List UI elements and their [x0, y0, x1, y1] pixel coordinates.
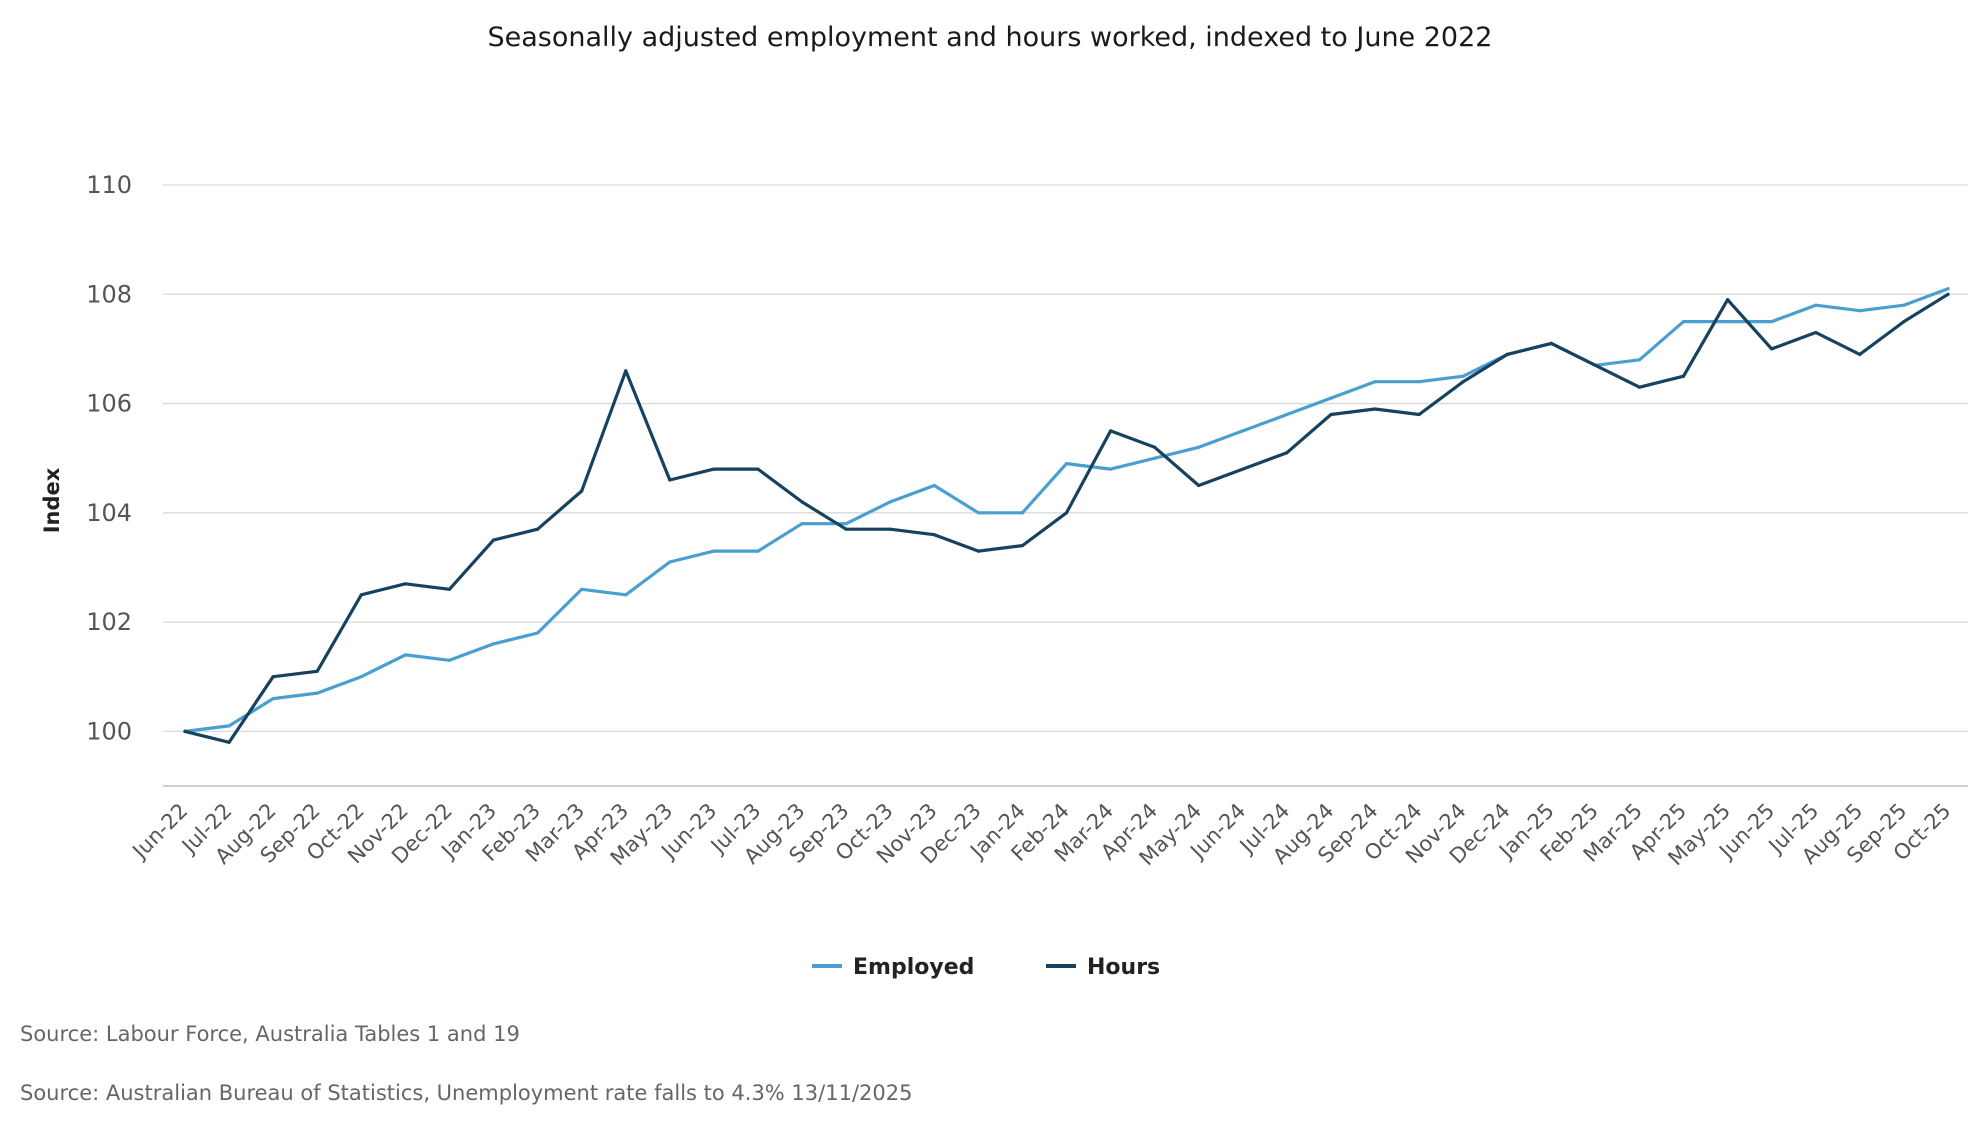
- point-employed-sep-24: [1373, 380, 1377, 384]
- legend: Employed Hours: [812, 955, 1160, 980]
- y-tick-label-106: 106: [86, 390, 132, 418]
- x-tick-label-jun-22: Jun-22: [127, 799, 193, 865]
- point-employed-may-24: [1197, 445, 1201, 449]
- point-employed-jul-25: [1814, 303, 1818, 307]
- point-employed-jun-25: [1770, 320, 1774, 324]
- point-hours-sep-23: [844, 527, 848, 531]
- point-hours-jul-23: [756, 467, 760, 471]
- point-employed-apr-25: [1681, 320, 1686, 324]
- point-hours-apr-25: [1681, 374, 1686, 378]
- point-hours-jun-23: [712, 467, 716, 471]
- point-hours-feb-24: [1064, 511, 1069, 515]
- point-hours-jul-25: [1814, 330, 1818, 335]
- source-note-2: Source: Australian Bureau of Statistics,…: [20, 1081, 913, 1105]
- y-tick-label-110: 110: [86, 171, 132, 199]
- point-hours-jan-24: [1020, 544, 1024, 548]
- point-hours-jul-22: [227, 740, 231, 744]
- point-hours-feb-25: [1593, 363, 1597, 367]
- point-hours-aug-23: [800, 500, 804, 504]
- point-employed-nov-22: [403, 653, 407, 657]
- point-employed-aug-23: [800, 522, 804, 526]
- point-hours-aug-25: [1858, 352, 1862, 356]
- point-employed-oct-25: [1946, 287, 1950, 291]
- point-employed-sep-25: [1902, 303, 1906, 307]
- point-employed-jan-24: [1020, 511, 1024, 515]
- point-hours-dec-23: [976, 549, 981, 553]
- y-tick-label-104: 104: [86, 499, 132, 527]
- point-hours-jun-22: [183, 729, 187, 734]
- chart-title: Seasonally adjusted employment and hours…: [487, 22, 1493, 53]
- point-employed-jul-22: [227, 724, 231, 728]
- point-employed-mar-25: [1637, 358, 1642, 362]
- point-employed-oct-23: [888, 500, 892, 504]
- point-hours-oct-24: [1417, 412, 1421, 417]
- point-hours-oct-22: [359, 593, 363, 597]
- point-employed-apr-24: [1153, 456, 1157, 460]
- point-hours-sep-22: [315, 669, 319, 673]
- point-hours-nov-22: [403, 582, 407, 586]
- point-hours-mar-24: [1109, 429, 1113, 433]
- point-employed-aug-22: [271, 697, 275, 701]
- point-employed-sep-22: [315, 691, 319, 695]
- y-tick-label-108: 108: [86, 280, 132, 308]
- point-hours-nov-23: [932, 533, 936, 537]
- legend-label-employed: Employed: [853, 955, 974, 980]
- point-employed-may-25: [1726, 320, 1730, 324]
- point-employed-sep-23: [844, 522, 848, 526]
- y-axis-label: Index: [40, 467, 64, 533]
- point-hours-apr-23: [624, 369, 628, 373]
- point-hours-sep-24: [1373, 407, 1377, 411]
- point-employed-feb-23: [536, 631, 540, 635]
- point-hours-jun-25: [1770, 347, 1774, 351]
- source-note-1: Source: Labour Force, Australia Tables 1…: [20, 1022, 520, 1046]
- point-employed-aug-24: [1329, 396, 1333, 400]
- point-employed-mar-24: [1109, 467, 1113, 471]
- point-employed-jul-23: [756, 549, 760, 553]
- point-hours-mar-25: [1637, 385, 1642, 389]
- grid-layer: [163, 184, 1968, 733]
- point-hours-mar-23: [580, 489, 584, 493]
- series-layer: [183, 287, 1950, 744]
- point-employed-nov-23: [932, 483, 936, 488]
- point-hours-may-24: [1197, 483, 1201, 488]
- point-employed-dec-22: [447, 658, 451, 662]
- point-hours-aug-22: [271, 675, 275, 679]
- point-hours-oct-23: [888, 527, 892, 531]
- point-hours-jan-25: [1549, 341, 1553, 345]
- point-hours-apr-24: [1153, 445, 1157, 449]
- point-hours-jan-23: [491, 538, 496, 542]
- point-employed-may-23: [668, 560, 672, 564]
- point-hours-jun-24: [1241, 467, 1245, 471]
- point-hours-dec-22: [447, 587, 451, 591]
- series-line-hours: [183, 292, 1950, 744]
- x-axis-ticks: Jun-22Jul-22Aug-22Sep-22Oct-22Nov-22Dec-…: [127, 799, 1956, 871]
- point-hours-feb-23: [536, 527, 540, 531]
- point-hours-jul-24: [1285, 451, 1289, 455]
- point-employed-mar-23: [580, 587, 584, 591]
- y-tick-label-100: 100: [86, 717, 132, 745]
- point-employed-jul-24: [1285, 412, 1289, 417]
- point-hours-may-25: [1726, 298, 1730, 302]
- legend-label-hours: Hours: [1087, 955, 1160, 980]
- point-hours-may-23: [668, 478, 672, 482]
- point-hours-nov-24: [1461, 380, 1465, 384]
- point-employed-oct-22: [359, 675, 363, 679]
- point-employed-feb-24: [1064, 462, 1069, 466]
- point-hours-oct-25: [1946, 292, 1950, 296]
- point-employed-aug-25: [1858, 309, 1862, 313]
- point-employed-jun-23: [712, 549, 716, 553]
- point-hours-sep-25: [1902, 320, 1906, 324]
- point-hours-dec-24: [1505, 352, 1509, 356]
- point-employed-apr-23: [624, 593, 628, 597]
- point-employed-jan-23: [491, 642, 496, 646]
- point-employed-nov-24: [1461, 374, 1465, 378]
- point-hours-aug-24: [1329, 412, 1333, 417]
- y-tick-label-102: 102: [86, 608, 132, 636]
- point-employed-dec-23: [976, 511, 981, 515]
- point-employed-oct-24: [1417, 380, 1421, 384]
- point-employed-jun-24: [1241, 429, 1245, 433]
- y-axis-ticks: 100 102 104 106 108 110: [86, 171, 132, 745]
